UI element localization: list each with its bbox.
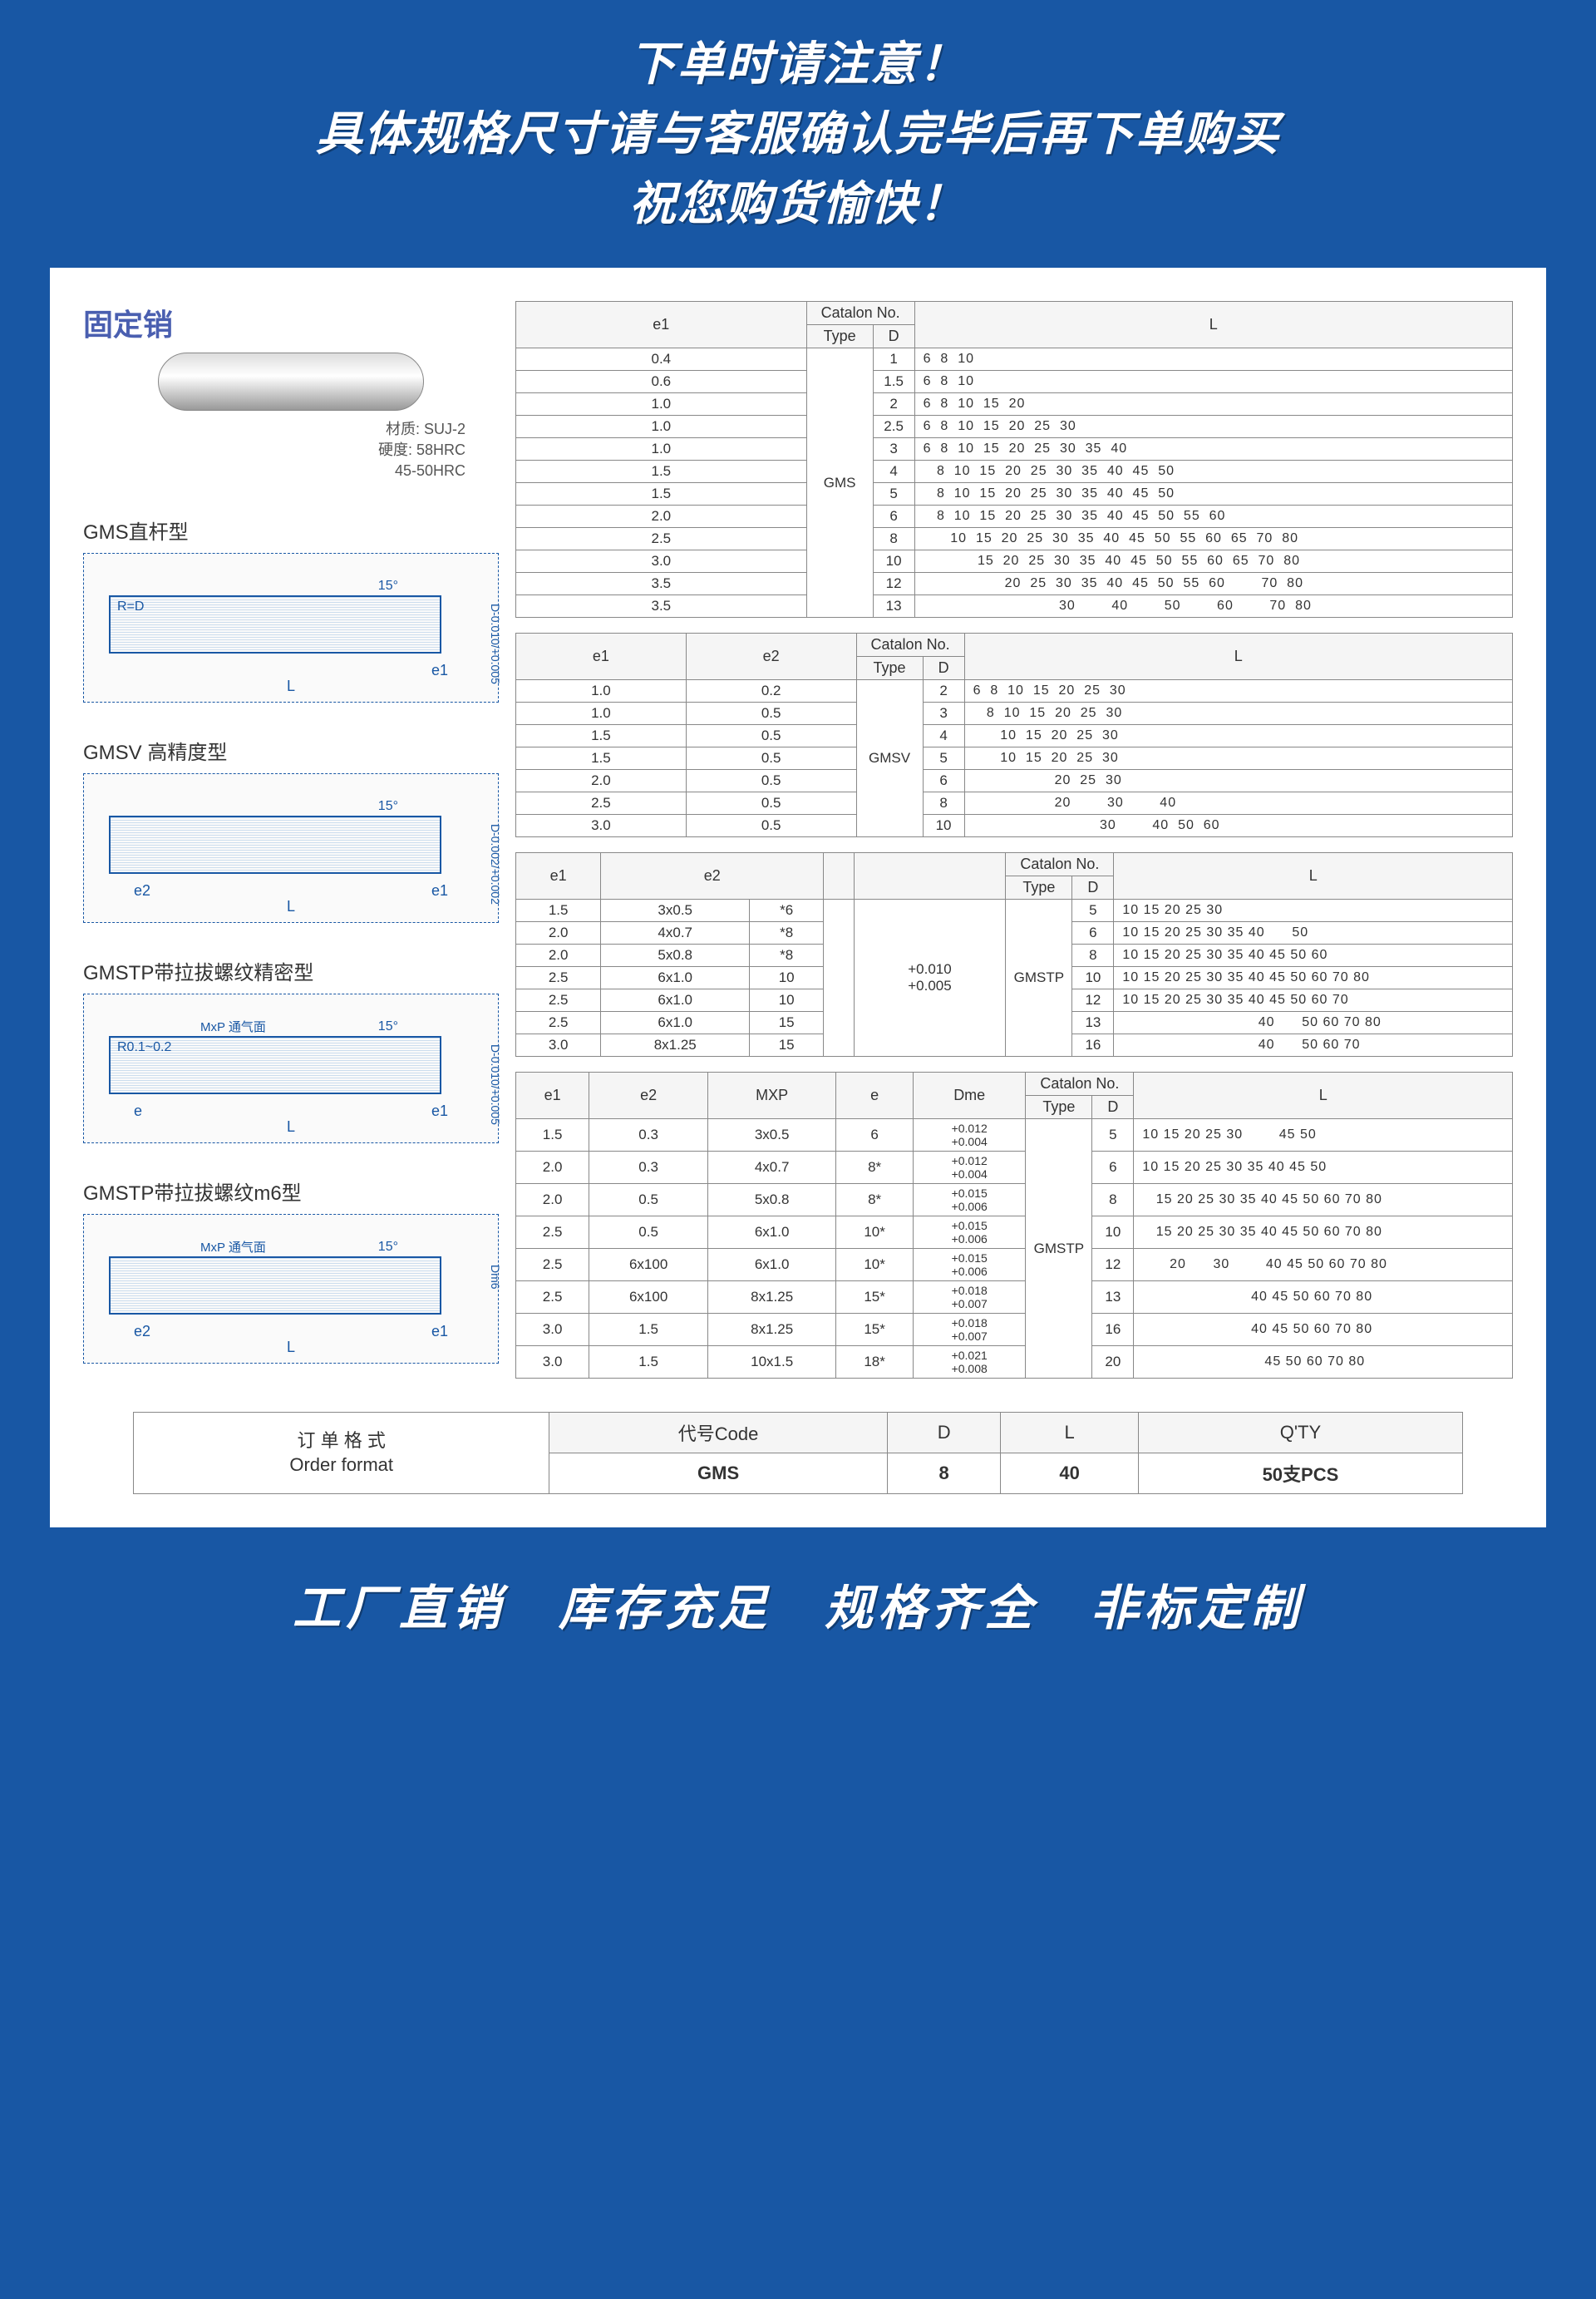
pin-image bbox=[158, 353, 424, 411]
material-l1: 材质: SUJ-2 bbox=[83, 419, 466, 440]
footer-banner: 工厂直销 库存充足 规格齐全 非标定制 bbox=[0, 1527, 1596, 1689]
diagram-canvas: 15° MxP 通气面 Dm6 e2 e1 L bbox=[83, 1214, 499, 1364]
page-root: 下单时请注意！ 具体规格尺寸请与客服确认完毕后再下单购买 祝您购货愉快！ 固定销… bbox=[0, 0, 1596, 1689]
material-l2: 硬度: 58HRC bbox=[83, 440, 466, 461]
order-table: 订 单 格 式 Order format 代号Code D L Q'TY GMS… bbox=[133, 1412, 1463, 1494]
diagram-gmstp1: GMSTP带拉拔螺纹精密型 R0.1~0.2 15° MxP 通气面 D-0.0… bbox=[83, 948, 499, 1143]
diagram-title: GMS直杆型 bbox=[83, 516, 499, 545]
banner-text: 下单时请注意！ 具体规格尺寸请与客服确认完毕后再下单购买 祝您购货愉快！ bbox=[17, 29, 1579, 239]
top-banner: 下单时请注意！ 具体规格尺寸请与客服确认完毕后再下单购买 祝您购货愉快！ bbox=[0, 0, 1596, 268]
order-col: Q'TY bbox=[1138, 1413, 1462, 1453]
table-gmstp: e1e2Catalon No.LTypeD1.53x0.5*6+0.010 +0… bbox=[515, 852, 1513, 1057]
right-column: e1Catalon No.LTypeD0.4GMS16 8 100.61.56 … bbox=[515, 301, 1513, 1379]
left-column: 固定销 材质: SUJ-2 硬度: 58HRC 45-50HRC GMS直杆型 … bbox=[83, 301, 499, 1379]
diagram-canvas: 15° D-0.002/+0.002 e2 e1 L bbox=[83, 773, 499, 923]
order-format: 订 单 格 式 Order format 代号Code D L Q'TY GMS… bbox=[133, 1412, 1463, 1494]
banner-line3: 祝您购货愉快！ bbox=[629, 177, 967, 229]
order-col: L bbox=[1001, 1413, 1138, 1453]
diagram-canvas: R=D 15° D-0.010/+0.005 e1 L bbox=[83, 553, 499, 703]
diagram-title: GMSTP带拉拔螺纹精密型 bbox=[83, 956, 499, 985]
table-gmsv: e1e2Catalon No.LTypeD1.00.2GMSV26 8 10 1… bbox=[515, 633, 1513, 837]
diagram-gmsv: GMSV 高精度型 15° D-0.002/+0.002 e2 e1 L bbox=[83, 728, 499, 923]
diagram-title: GMSV 高精度型 bbox=[83, 736, 499, 765]
content-area: 固定销 材质: SUJ-2 硬度: 58HRC 45-50HRC GMS直杆型 … bbox=[50, 268, 1546, 1527]
order-val: GMS bbox=[549, 1453, 887, 1494]
order-val: 8 bbox=[887, 1453, 1001, 1494]
diagram-gmstp2: GMSTP带拉拔螺纹m6型 15° MxP 通气面 Dm6 e2 e1 L bbox=[83, 1168, 499, 1364]
main-grid: 固定销 材质: SUJ-2 硬度: 58HRC 45-50HRC GMS直杆型 … bbox=[83, 301, 1513, 1379]
order-title: 订 单 格 式 Order format bbox=[134, 1413, 549, 1494]
product-title: 固定销 bbox=[83, 301, 499, 344]
product-header: 固定销 材质: SUJ-2 硬度: 58HRC 45-50HRC bbox=[83, 301, 499, 482]
diagram-gms: GMS直杆型 R=D 15° D-0.010/+0.005 e1 L bbox=[83, 507, 499, 703]
order-val: 50支PCS bbox=[1138, 1453, 1462, 1494]
material-spec: 材质: SUJ-2 硬度: 58HRC 45-50HRC bbox=[83, 419, 466, 482]
footer-text: 工厂直销 库存充足 规格齐全 非标定制 bbox=[17, 1569, 1579, 1639]
material-l3: 45-50HRC bbox=[83, 461, 466, 481]
order-val: 40 bbox=[1001, 1453, 1138, 1494]
order-col: D bbox=[887, 1413, 1001, 1453]
banner-line1: 下单时请注意！ bbox=[629, 37, 967, 90]
order-col: 代号Code bbox=[549, 1413, 887, 1453]
diagram-canvas: R0.1~0.2 15° MxP 通气面 D-0.010/+0.005 e e1… bbox=[83, 994, 499, 1143]
table-gmstp-m6: e1e2MXPeDmeCatalon No.LTypeD1.50.33x0.56… bbox=[515, 1072, 1513, 1379]
table-gms: e1Catalon No.LTypeD0.4GMS16 8 100.61.56 … bbox=[515, 301, 1513, 618]
diagram-title: GMSTP带拉拔螺纹m6型 bbox=[83, 1177, 499, 1206]
banner-line2: 具体规格尺寸请与客服确认完毕后再下单购买 bbox=[316, 107, 1280, 160]
